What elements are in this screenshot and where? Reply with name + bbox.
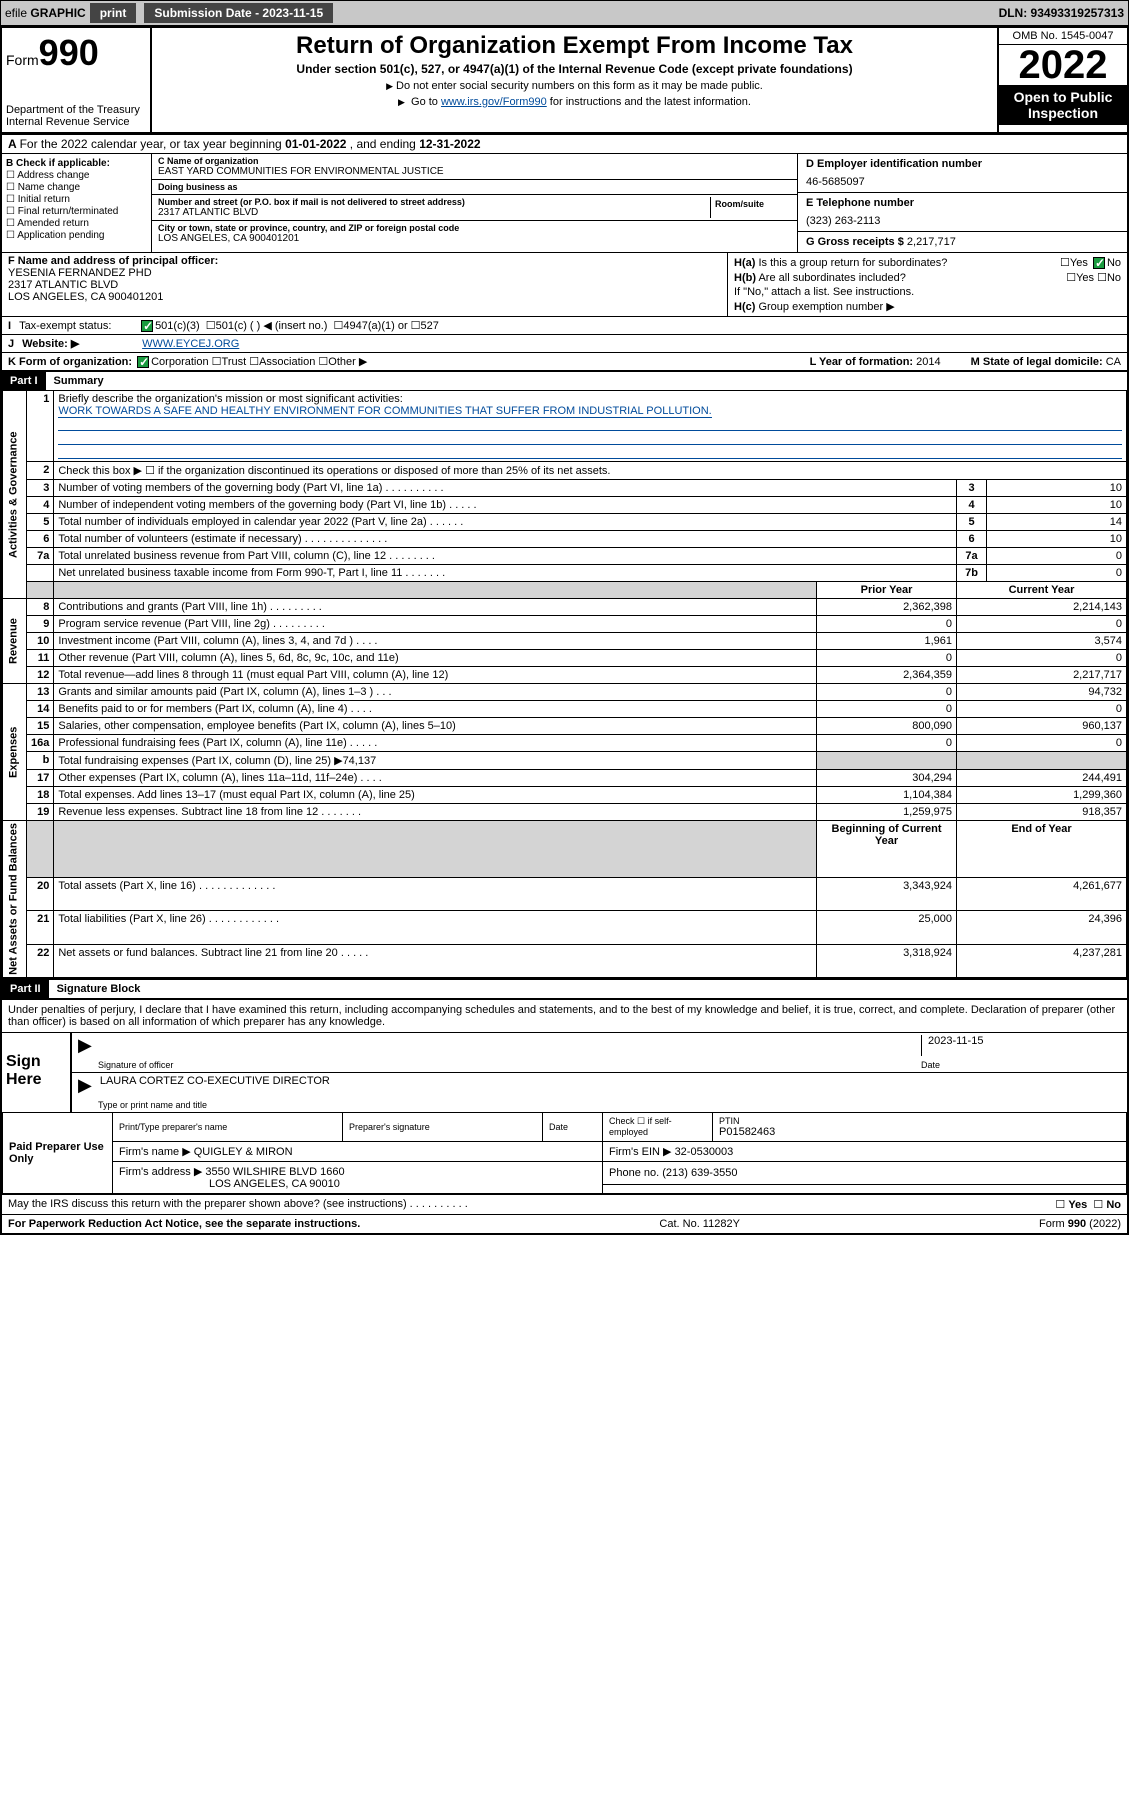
- org-name: EAST YARD COMMUNITIES FOR ENVIRONMENTAL …: [158, 166, 791, 177]
- form-title-block: Return of Organization Exempt From Incom…: [152, 28, 997, 132]
- summary-table: Activities & Governance 1 Briefly descri…: [2, 390, 1127, 978]
- group-return-block: H(a) Is this a group return for subordin…: [727, 253, 1127, 316]
- form-header: Form990 Department of the Treasury Inter…: [2, 28, 1127, 134]
- form-subtitle: Under section 501(c), 527, or 4947(a)(1)…: [160, 62, 989, 76]
- top-bar: efile GRAPHIC print Submission Date - 20…: [0, 0, 1129, 26]
- sign-date: 2023-11-15: [928, 1035, 1121, 1047]
- mission-text: WORK TOWARDS A SAFE AND HEALTHY ENVIRONM…: [58, 405, 711, 418]
- ha-no-check: [1093, 257, 1105, 269]
- v4: 10: [987, 497, 1127, 514]
- side-revenue: Revenue: [3, 599, 27, 684]
- sign-here-block: Sign Here ▶ 2023-11-15 Signature of offi…: [2, 1032, 1127, 1112]
- tax-year: 2022: [999, 45, 1127, 85]
- state-domicile: CA: [1106, 356, 1121, 368]
- street: 2317 ATLANTIC BLVD: [158, 207, 710, 218]
- open-public: Open to Public Inspection: [999, 85, 1127, 125]
- firm-phone: (213) 639-3550: [662, 1167, 737, 1179]
- firm-ein: 32-0530003: [675, 1146, 734, 1158]
- phone: (323) 263-2113: [806, 215, 1119, 227]
- tax-exempt-row: I Tax-exempt status: 501(c)(3) ☐ 501(c) …: [2, 316, 1127, 334]
- 501c3-check: [141, 320, 153, 332]
- discuss-row: May the IRS discuss this return with the…: [2, 1194, 1127, 1214]
- v6: 10: [987, 531, 1127, 548]
- ein: 46-5685097: [806, 176, 1119, 188]
- irs-link[interactable]: www.irs.gov/Form990: [441, 96, 547, 108]
- side-netassets: Net Assets or Fund Balances: [3, 821, 27, 978]
- firm-addr1: 3550 WILSHIRE BLVD 1660: [205, 1166, 344, 1178]
- city: LOS ANGELES, CA 900401201: [158, 233, 791, 244]
- form-title: Return of Organization Exempt From Incom…: [160, 32, 989, 60]
- ein-block: D Employer identification number 46-5685…: [797, 154, 1127, 252]
- dept-label: Department of the Treasury: [6, 104, 146, 116]
- form-org-row: K Form of organization: Corporation ☐ Tr…: [2, 352, 1127, 370]
- paid-preparer-label: Paid Preparer Use Only: [3, 1112, 113, 1193]
- side-governance: Activities & Governance: [3, 391, 27, 599]
- corp-check: [137, 356, 149, 368]
- perjury-declaration: Under penalties of perjury, I declare th…: [2, 998, 1127, 1032]
- v5: 14: [987, 514, 1127, 531]
- goto-note: Go to www.irs.gov/Form990 for instructio…: [160, 96, 989, 108]
- year-block: OMB No. 1545-0047 2022 Open to Public In…: [997, 28, 1127, 132]
- paid-preparer-block: Paid Preparer Use Only Print/Type prepar…: [2, 1112, 1127, 1194]
- name-address-block: C Name of organization EAST YARD COMMUNI…: [152, 154, 797, 252]
- submission-date: Submission Date - 2023-11-15: [144, 3, 333, 23]
- print-button[interactable]: print: [90, 3, 137, 23]
- chk-name[interactable]: ☐ Name change: [6, 182, 147, 193]
- form-container: Form990 Department of the Treasury Inter…: [0, 26, 1129, 1235]
- website-link[interactable]: WWW.EYCEJ.ORG: [142, 338, 239, 350]
- efile-label: efile GRAPHIC: [5, 6, 86, 20]
- dln: DLN: 93493319257313: [999, 6, 1124, 20]
- chk-address[interactable]: ☐ Address change: [6, 170, 147, 181]
- side-expenses: Expenses: [3, 684, 27, 821]
- gross-receipts: 2,217,717: [907, 236, 956, 248]
- v7a: 0: [987, 548, 1127, 565]
- irs-label: Internal Revenue Service: [6, 116, 146, 128]
- ptin: P01582463: [719, 1126, 1120, 1138]
- firm-addr2: LOS ANGELES, CA 90010: [209, 1178, 340, 1190]
- ssn-note: Do not enter social security numbers on …: [160, 80, 989, 92]
- line-a: A For the 2022 calendar year, or tax yea…: [2, 134, 1127, 153]
- part1-header: Part I Summary: [2, 370, 1127, 390]
- v3: 10: [987, 480, 1127, 497]
- firm-name: QUIGLEY & MIRON: [194, 1146, 293, 1158]
- footer: For Paperwork Reduction Act Notice, see …: [2, 1214, 1127, 1233]
- entity-block: B Check if applicable: ☐ Address change …: [2, 153, 1127, 252]
- year-formation: 2014: [916, 356, 940, 368]
- chk-initial[interactable]: ☐ Initial return: [6, 194, 147, 205]
- sign-here-label: Sign Here: [2, 1033, 72, 1112]
- form-id-block: Form990 Department of the Treasury Inter…: [2, 28, 152, 132]
- chk-pending[interactable]: ☐ Application pending: [6, 230, 147, 241]
- chk-final[interactable]: ☐ Final return/terminated: [6, 206, 147, 217]
- officer-name: YESENIA FERNANDEZ PHD: [8, 267, 152, 279]
- check-applicable: B Check if applicable: ☐ Address change …: [2, 154, 152, 252]
- website-row: J Website: ▶ WWW.EYCEJ.ORG: [2, 334, 1127, 352]
- officer-sig-name: LAURA CORTEZ CO-EXECUTIVE DIRECTOR: [100, 1075, 330, 1096]
- v7b: 0: [987, 565, 1127, 582]
- chk-amended[interactable]: ☐ Amended return: [6, 218, 147, 229]
- room-label: Room/suite: [715, 199, 787, 209]
- part2-header: Part II Signature Block: [2, 978, 1127, 998]
- officer-row: F Name and address of principal officer:…: [2, 252, 1127, 316]
